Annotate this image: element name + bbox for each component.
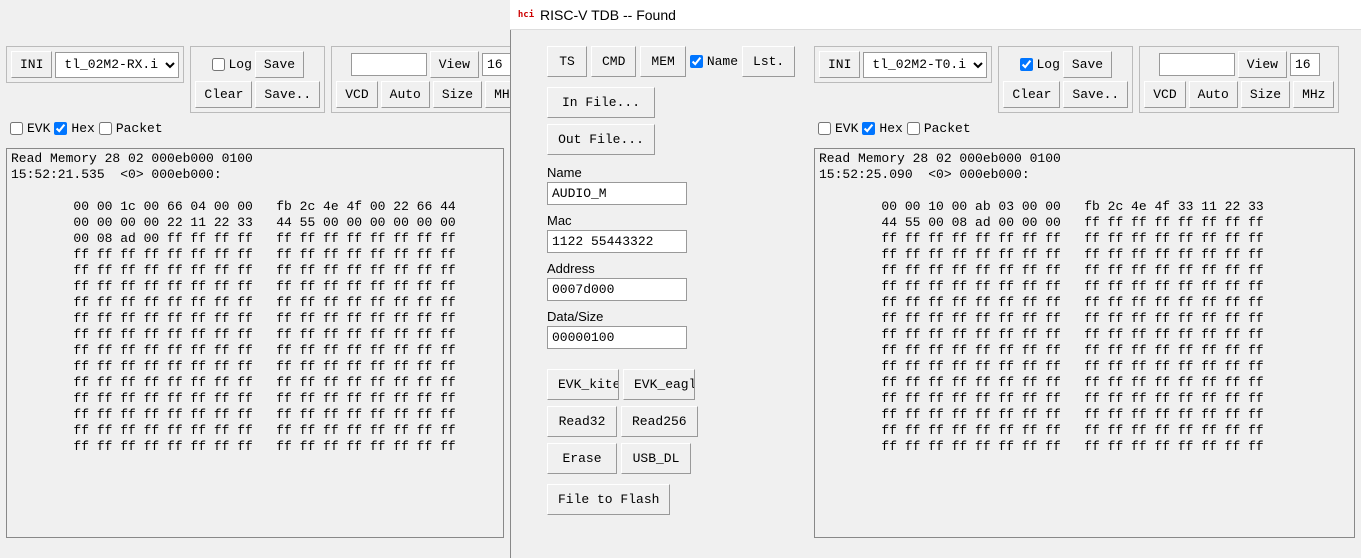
out-file-button[interactable]: Out File... [547,124,655,155]
view-text-input[interactable] [1159,53,1235,76]
view-button[interactable]: View [430,51,479,78]
name-field-label: Name [547,165,798,180]
log-group: Log Save Clear Save.. [190,46,325,113]
mhz-button[interactable]: MHz [1293,81,1334,108]
evk-checkbox[interactable] [818,122,831,135]
evk-kite-button[interactable]: EVK_kite [547,369,619,400]
options-row: EVK Hex Packet [0,113,510,144]
mac-field-label: Mac [547,213,798,228]
hex-checkbox[interactable] [54,122,67,135]
packet-label: Packet [116,121,163,136]
memory-dump: Read Memory 28 02 000eb000 0100 15:52:21… [6,148,504,538]
read256-button[interactable]: Read256 [621,406,698,437]
save-button[interactable]: Save [255,51,304,78]
view-value-input[interactable] [482,53,512,76]
mac-input[interactable] [547,230,687,253]
packet-checkbox[interactable] [99,122,112,135]
datasize-input[interactable] [547,326,687,349]
auto-button[interactable]: Auto [381,81,430,108]
name-chk-label: Name [707,54,738,69]
hex-checkbox-label[interactable]: Hex [862,121,902,136]
view-button[interactable]: View [1238,51,1287,78]
ts-button[interactable]: TS [547,46,587,77]
packet-label: Packet [924,121,971,136]
auto-button[interactable]: Auto [1189,81,1238,108]
file-to-flash-button[interactable]: File to Flash [547,484,670,515]
name-input[interactable] [547,182,687,205]
view-group: View VCD Auto Size MHz [1139,46,1339,113]
clear-button[interactable]: Clear [195,81,252,108]
hex-label: Hex [879,121,902,136]
packet-checkbox-label[interactable]: Packet [99,121,163,136]
log-group: Log Save Clear Save.. [998,46,1133,113]
save-as-button[interactable]: Save.. [255,81,320,108]
options-row: EVK Hex Packet [808,113,1361,144]
ini-group: INI tl_02M2-RX.i [6,46,184,83]
evk-checkbox-label[interactable]: EVK [818,121,858,136]
ini-group: INI tl_02M2-T0.i [814,46,992,83]
view-group: View VCD Auto Size MHz [331,46,531,113]
view-text-input[interactable] [351,53,427,76]
read32-button[interactable]: Read32 [547,406,617,437]
log-checkbox[interactable] [212,58,225,71]
save-button[interactable]: Save [1063,51,1112,78]
log-label: Log [229,57,252,72]
vcd-button[interactable]: VCD [336,81,377,108]
log-checkbox-label[interactable]: Log [212,57,252,72]
clear-button[interactable]: Clear [1003,81,1060,108]
device-select[interactable]: tl_02M2-T0.i [863,52,987,78]
packet-checkbox[interactable] [907,122,920,135]
evk-label: EVK [27,121,50,136]
mem-button[interactable]: MEM [640,46,685,77]
hex-label: Hex [71,121,94,136]
middle-panel: TS CMD MEM Name Lst. In File... Out File… [510,30,808,558]
name-checkbox-label[interactable]: Name [690,54,738,69]
ini-button[interactable]: INI [819,51,860,78]
hex-checkbox[interactable] [862,122,875,135]
log-label: Log [1037,57,1060,72]
view-value-input[interactable] [1290,53,1320,76]
usb-dl-button[interactable]: USB_DL [621,443,691,474]
in-file-button[interactable]: In File... [547,87,655,118]
app-icon: hci [518,7,534,23]
datasize-field-label: Data/Size [547,309,798,324]
address-input[interactable] [547,278,687,301]
evk-checkbox[interactable] [10,122,23,135]
right-panel: INI tl_02M2-T0.i Log Save Clear Save.. [808,40,1361,558]
vcd-button[interactable]: VCD [1144,81,1185,108]
erase-button[interactable]: Erase [547,443,617,474]
window-titlebar: hci RISC-V TDB -- Found [510,0,1361,30]
name-checkbox[interactable] [690,55,703,68]
evk-checkbox-label[interactable]: EVK [10,121,50,136]
size-button[interactable]: Size [433,81,482,108]
cmd-button[interactable]: CMD [591,46,636,77]
save-as-button[interactable]: Save.. [1063,81,1128,108]
evk-eagle-button[interactable]: EVK_eagle [623,369,695,400]
device-select[interactable]: tl_02M2-RX.i [55,52,179,78]
memory-dump: Read Memory 28 02 000eb000 0100 15:52:25… [814,148,1355,538]
lst-button[interactable]: Lst. [742,46,795,77]
packet-checkbox-label[interactable]: Packet [907,121,971,136]
left-panel: INI tl_02M2-RX.i Log Save Clear Save.. [0,40,510,558]
log-checkbox[interactable] [1020,58,1033,71]
ini-button[interactable]: INI [11,51,52,78]
log-checkbox-label[interactable]: Log [1020,57,1060,72]
size-button[interactable]: Size [1241,81,1290,108]
hex-checkbox-label[interactable]: Hex [54,121,94,136]
window-title: RISC-V TDB -- Found [540,7,676,23]
address-field-label: Address [547,261,798,276]
evk-label: EVK [835,121,858,136]
